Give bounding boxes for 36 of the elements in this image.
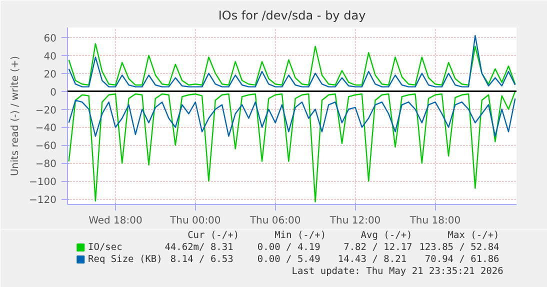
line-series (68, 43, 516, 86)
text: 7.82 / 12.17 (344, 242, 412, 253)
text: Last update: Thu May 21 23:35:21 2026 (292, 266, 504, 277)
text: 14.43 / 8.21 (338, 254, 407, 265)
line-series (68, 34, 516, 88)
y-tick-label: −60 (35, 141, 57, 152)
text: 44.62m/ 8.31 (164, 242, 234, 253)
y-axis-title: Units read (-) / write (+) (10, 56, 22, 176)
text: 8.14 / 6.53 (170, 254, 234, 265)
y-tick-label: 40 (44, 51, 57, 62)
line-series (68, 98, 516, 137)
x-tick-label: Thu 06:00 (248, 216, 301, 226)
text: 0.00 / 4.19 (257, 242, 321, 253)
text: Min (-/+) (274, 230, 326, 241)
legend-label: Req Size (KB) (88, 254, 162, 265)
x-tick-label: Thu 18:00 (408, 216, 461, 226)
y-tick-label: −40 (35, 123, 57, 134)
text: Cur (-/+) (188, 230, 240, 241)
y-tick-label: −120 (29, 195, 57, 206)
y-tick-label: −20 (35, 105, 57, 116)
x-tick-label: Thu 00:00 (169, 216, 221, 226)
y-tick-label: 0 (50, 87, 57, 98)
y-tick-label: 20 (44, 69, 57, 80)
text: 0.00 / 5.49 (257, 254, 321, 265)
text: 70.94 / 61.86 (424, 254, 500, 265)
x-tick-label: Wed 18:00 (88, 216, 142, 226)
legend-label: IO/sec (88, 242, 122, 253)
chart-title: IOs for /dev/sda - by day (218, 8, 366, 22)
text: 123.85 / 52.84 (419, 242, 500, 253)
text: Avg (-/+) (360, 230, 412, 241)
x-tick-label: Thu 12:00 (328, 216, 381, 226)
line-series (68, 90, 516, 202)
y-tick-label: −80 (35, 159, 57, 170)
y-tick-label: 60 (44, 33, 57, 44)
text: Max (-/+) (448, 230, 500, 241)
y-tick-label: −100 (29, 177, 57, 188)
